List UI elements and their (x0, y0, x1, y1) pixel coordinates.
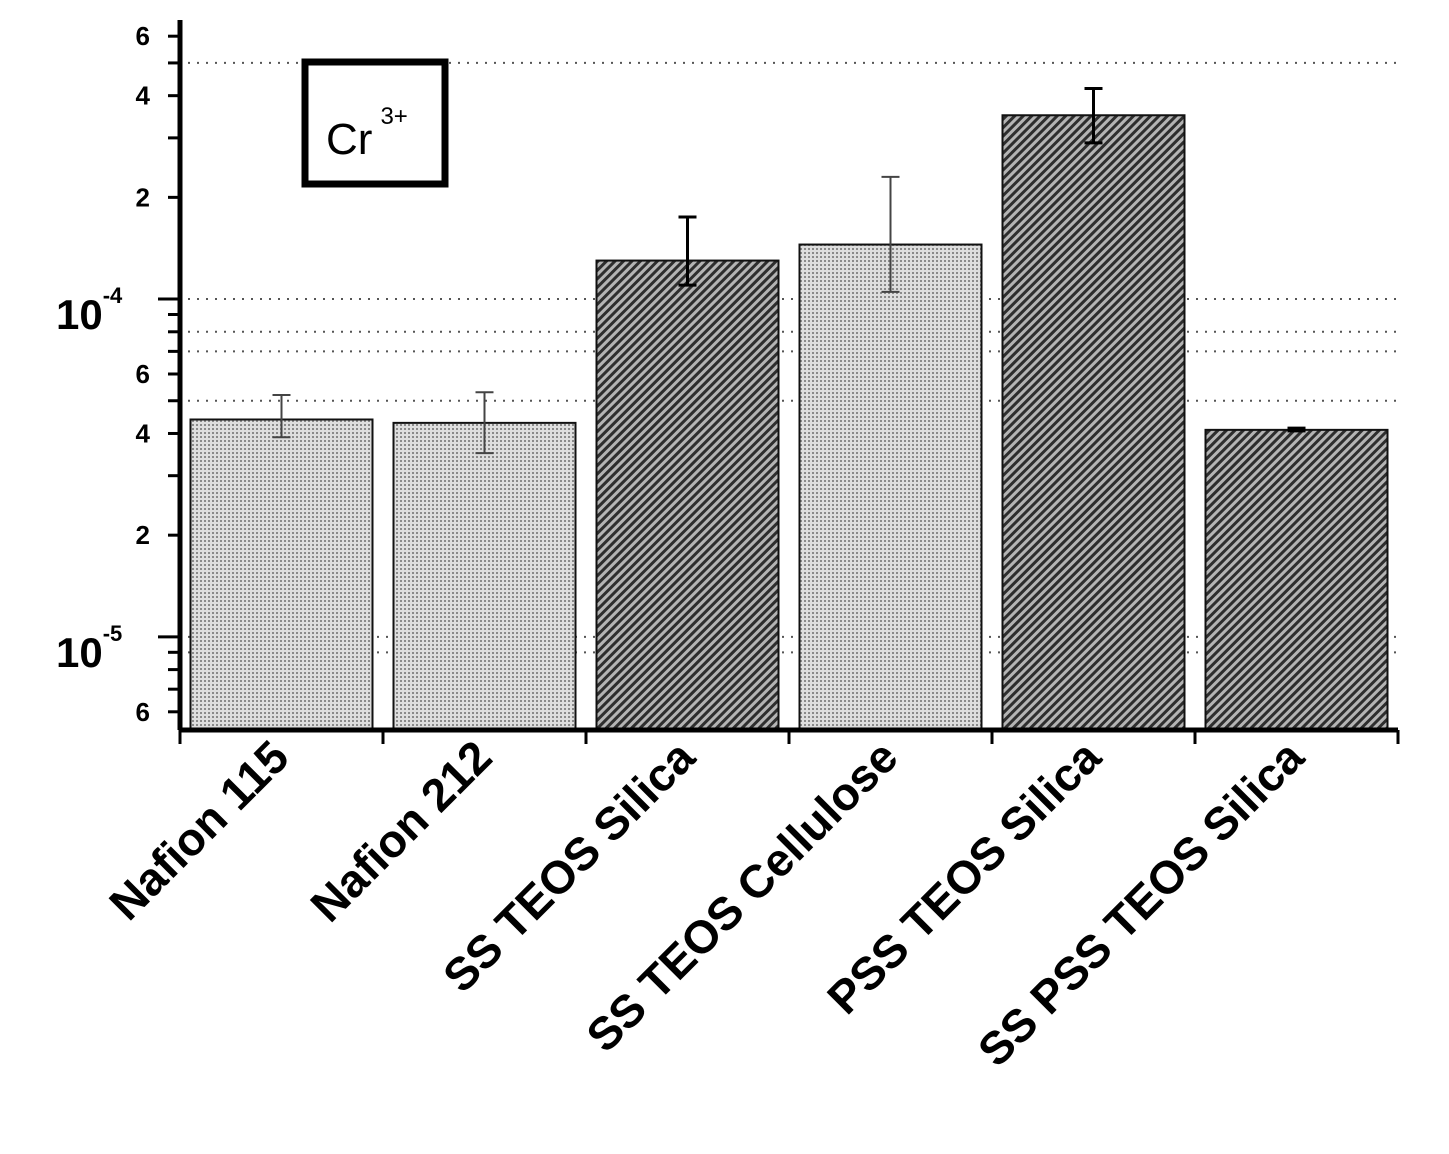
y-minor-tick-label: 4 (136, 418, 151, 448)
y-minor-tick-label: 4 (136, 81, 151, 111)
tick-exponent: -4 (103, 283, 123, 308)
bars (189, 114, 1389, 732)
grid-lines (188, 61, 1398, 654)
error-bars (272, 87, 1306, 455)
tick-base: 10 (56, 291, 103, 338)
bar (595, 259, 780, 731)
y-major-tick-label: 10-5 (56, 621, 122, 676)
bar (798, 243, 983, 732)
bar (1204, 428, 1389, 731)
y-major-tick-label: 10-4 (56, 283, 123, 338)
tick-exponent: -5 (103, 621, 123, 646)
axes (158, 20, 1400, 744)
bar (392, 421, 577, 731)
annotation-box: Cr 3+ (301, 58, 449, 188)
bar (189, 418, 374, 731)
tick-base: 10 (56, 629, 103, 676)
y-minor-tick-label: 6 (136, 21, 150, 51)
annotation-superscript: 3+ (380, 103, 407, 130)
y-minor-tick-label: 2 (136, 520, 150, 550)
x-category-label: Nafion 115 (99, 730, 298, 929)
y-minor-tick-label: 6 (136, 697, 150, 727)
x-category-label: Nafion 212 (300, 730, 501, 931)
bar (1001, 114, 1186, 731)
x-category-label: SS PSS TEOS Silica (968, 730, 1314, 1076)
annotation-base: Cr (326, 115, 372, 164)
y-minor-tick-label: 2 (136, 182, 150, 212)
y-minor-tick-label: 6 (136, 359, 150, 389)
annotation-text: Cr 3+ (326, 103, 408, 164)
